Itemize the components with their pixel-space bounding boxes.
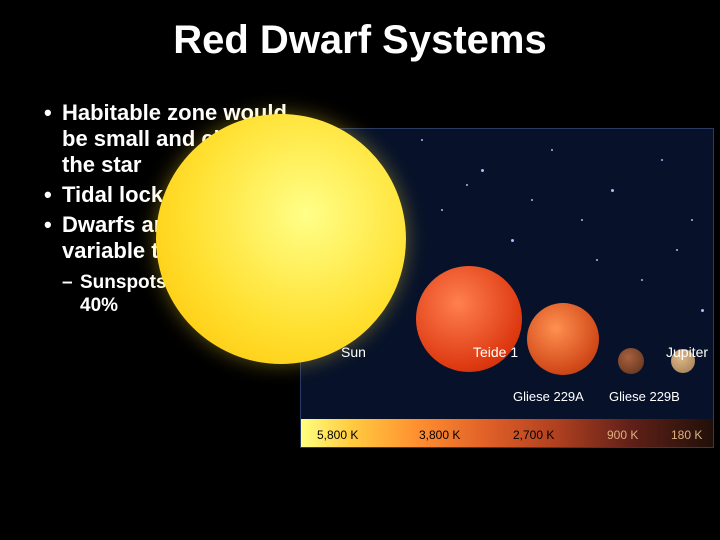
temp-label-4: 900 K — [607, 428, 638, 442]
bg-star — [511, 239, 514, 242]
bg-star — [596, 259, 598, 261]
bg-star — [531, 199, 533, 201]
bg-star — [641, 279, 643, 281]
bg-star — [661, 159, 663, 161]
temp-label-3: 2,700 K — [513, 428, 554, 442]
temperature-gradient — [301, 419, 713, 447]
temp-label-1: 5,800 K — [317, 428, 358, 442]
star-comparison-diagram: Sun Teide 1 Gliese 229A Gliese 229B Jupi… — [300, 128, 714, 448]
g229b-circle — [618, 348, 644, 374]
slide-title: Red Dwarf Systems — [0, 18, 720, 63]
g229a-circle — [527, 303, 599, 375]
bg-star — [421, 139, 423, 141]
bg-star — [701, 309, 704, 312]
teide-label: Teide 1 — [473, 344, 518, 360]
sun-label: Sun — [341, 344, 366, 360]
bg-star — [466, 184, 468, 186]
temp-label-2: 3,800 K — [419, 428, 460, 442]
bg-star — [611, 189, 614, 192]
temp-label-5: 180 K — [671, 428, 702, 442]
g229b-label: Gliese 229B — [609, 389, 680, 404]
bg-star — [481, 169, 484, 172]
g229a-label: Gliese 229A — [513, 389, 584, 404]
bg-star — [676, 249, 678, 251]
bg-star — [581, 219, 583, 221]
bg-star — [441, 209, 443, 211]
jupiter-label: Jupiter — [666, 344, 708, 360]
sun-circle — [156, 114, 406, 364]
bg-star — [551, 149, 553, 151]
bg-star — [691, 219, 693, 221]
